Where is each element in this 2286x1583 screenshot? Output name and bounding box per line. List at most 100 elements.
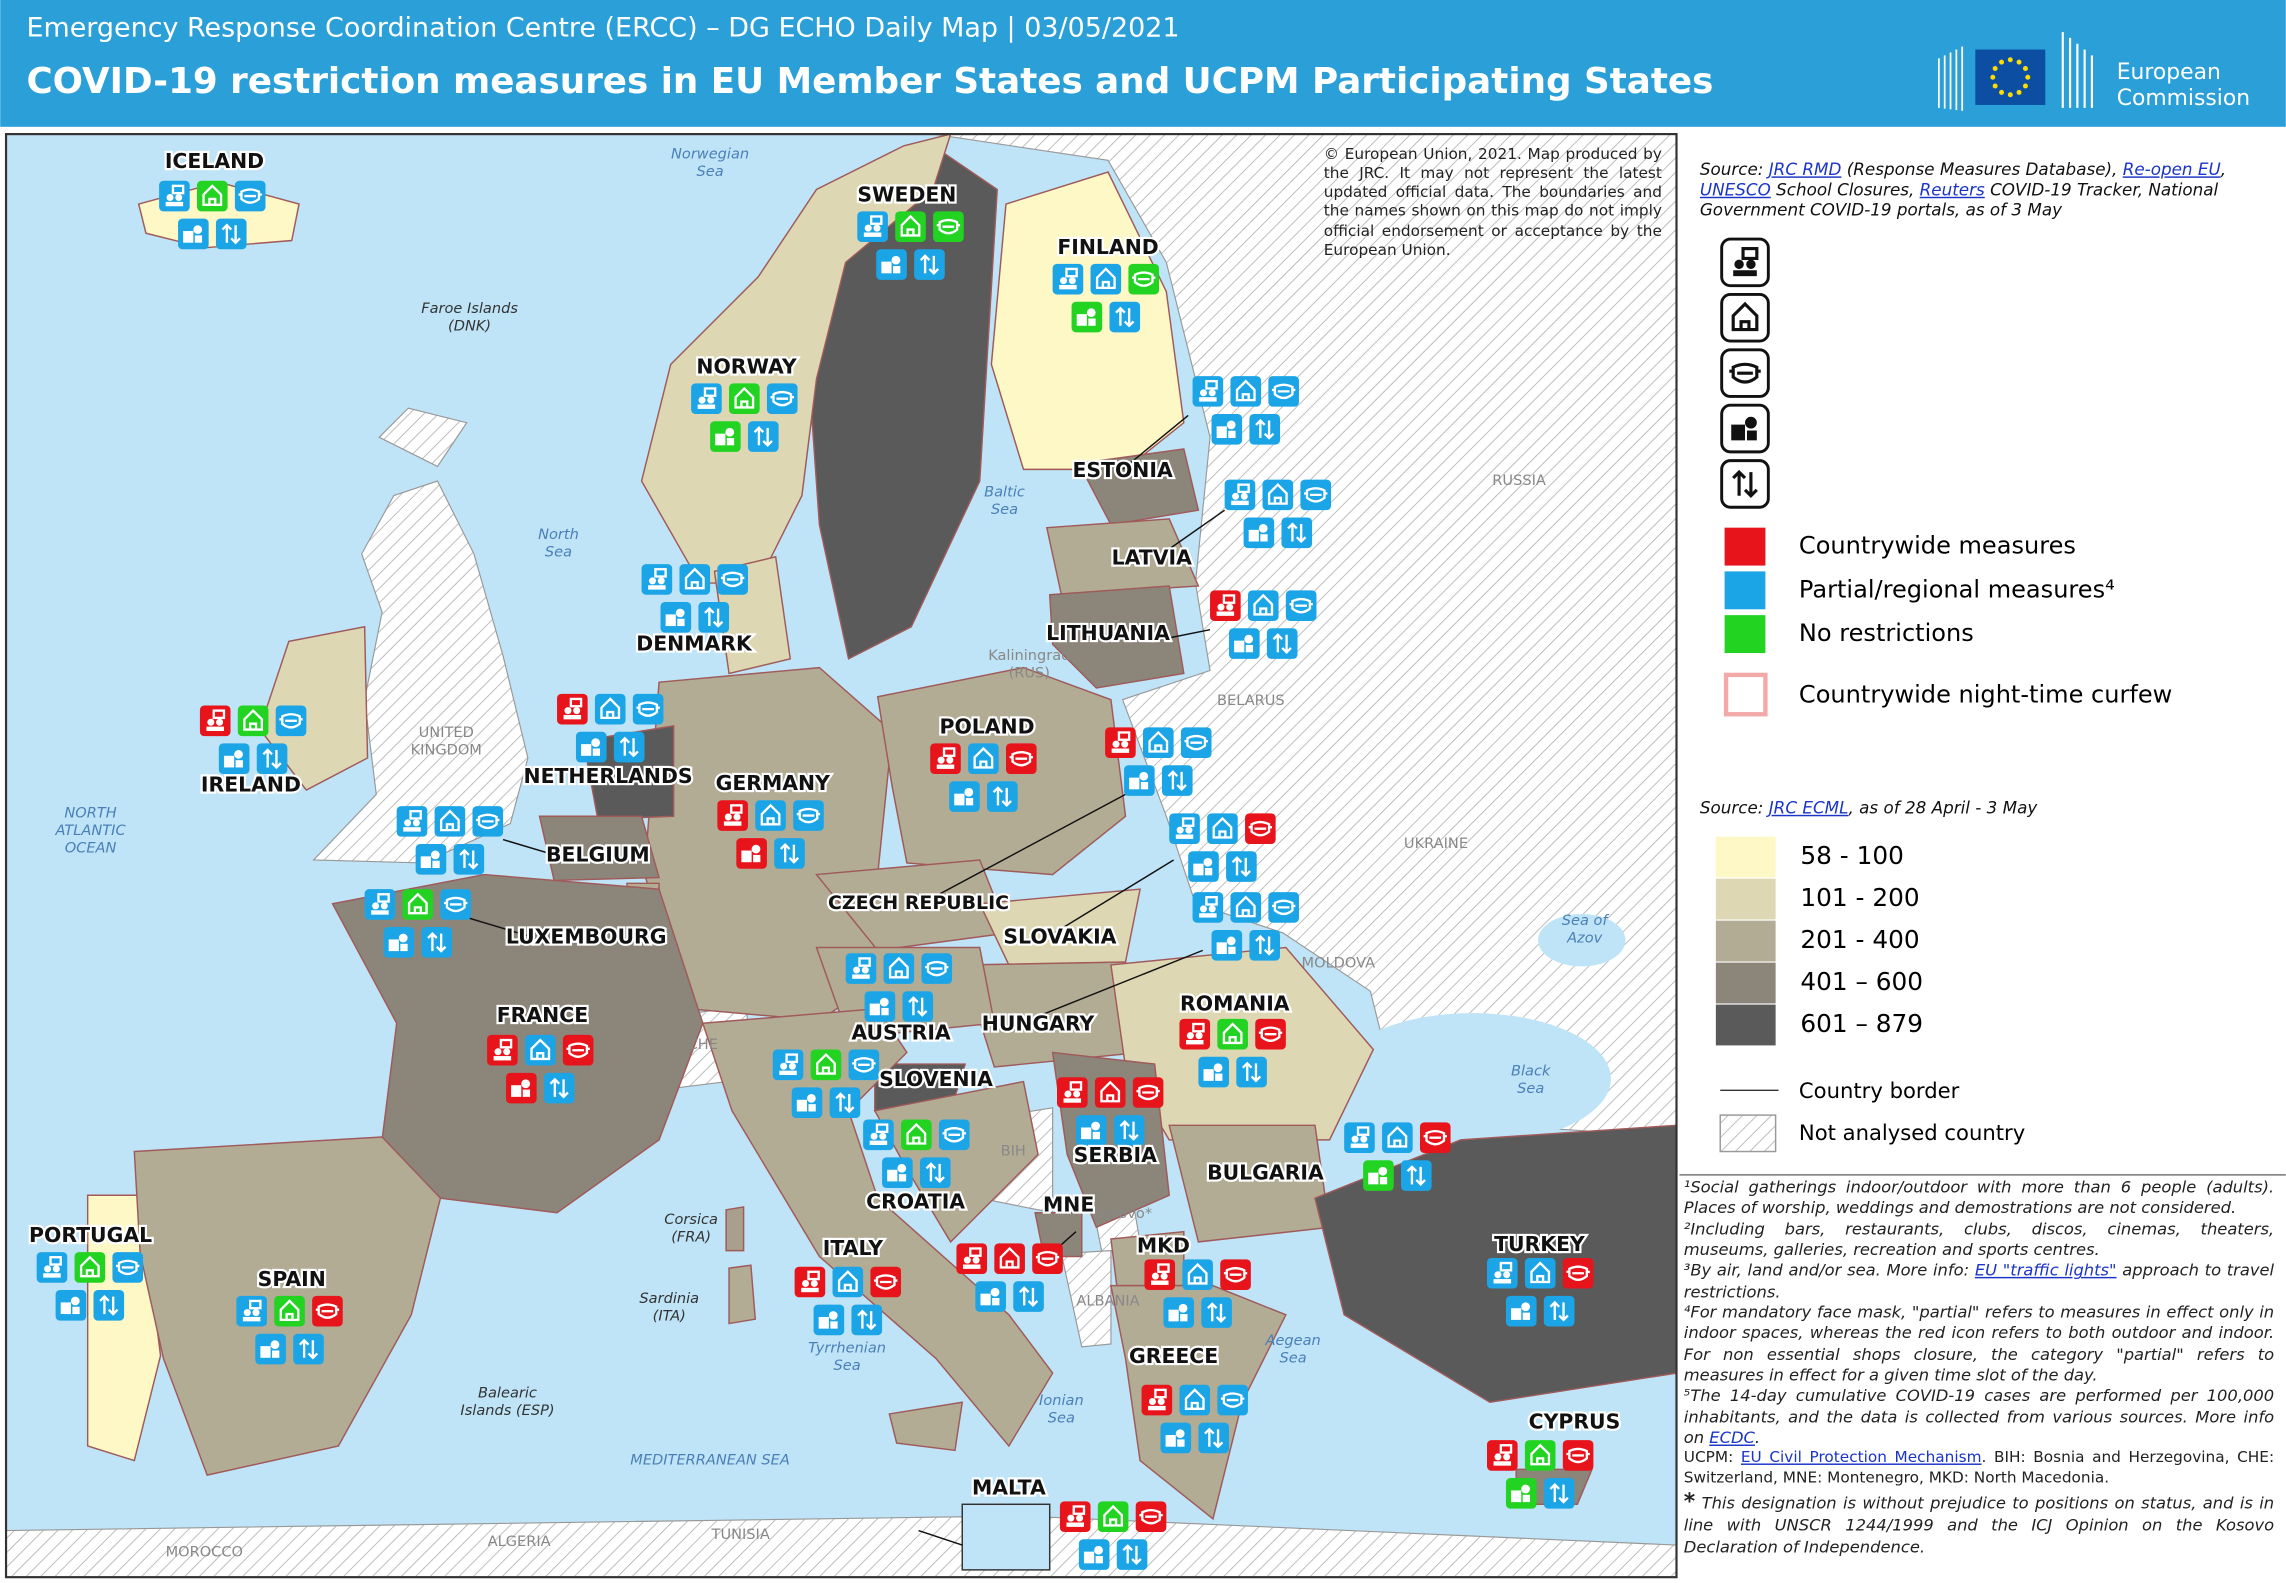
- glyph: [906, 1122, 927, 1145]
- glyph: [183, 231, 194, 243]
- legend-glyph: [1731, 416, 1757, 441]
- footnotes-box: ¹Social gatherings indoor/outdoor with m…: [1684, 1178, 2274, 1558]
- text-part: ³By air, land and/or sea. More info:: [1683, 1261, 1975, 1281]
- icon-frame: [1720, 237, 1770, 288]
- measure-icon: [1210, 590, 1241, 621]
- place-label: Baltic: [984, 484, 1025, 501]
- measure-icon: [1268, 376, 1299, 407]
- measure-icon: [236, 1295, 267, 1327]
- glyph: [60, 1302, 71, 1315]
- text-part: COVID-19 Tracker, National Government CO…: [1699, 178, 2219, 220]
- place-label: OCEAN: [65, 839, 117, 856]
- place-label: Sea: [834, 1357, 861, 1374]
- measure-icon: [810, 1049, 842, 1081]
- glyph: [881, 261, 892, 274]
- glyph: [592, 748, 601, 756]
- glyph: [649, 577, 657, 585]
- glyph: [1226, 603, 1234, 611]
- glyph: [1178, 1303, 1188, 1313]
- glyph: [400, 943, 408, 952]
- glyph: [49, 1256, 62, 1266]
- glyph: [730, 804, 743, 814]
- connector: [1049, 859, 1174, 937]
- measure-icon: [1161, 765, 1193, 796]
- glyph: [194, 235, 203, 243]
- measure-icon: [93, 1290, 125, 1321]
- eu-star: [2025, 74, 2031, 80]
- country-label: BELGIUM: [546, 843, 650, 867]
- glyph: [1223, 1266, 1248, 1283]
- text-part: ¹Social gatherings indoor/outdoor with m…: [1683, 1177, 2275, 1218]
- supertitle: Emergency Response Coordination Centre (…: [26, 13, 1179, 44]
- measure-icon: [794, 1266, 826, 1298]
- country-label: GREECE: [1129, 1344, 1218, 1368]
- measure-icon: [901, 1119, 932, 1151]
- measure-icon: [851, 1304, 883, 1336]
- glyph: [1081, 1127, 1092, 1140]
- sardinia: [728, 1264, 757, 1325]
- glyph: [1067, 1514, 1075, 1522]
- glyph: [1493, 1461, 1512, 1466]
- glyph: [1195, 1032, 1203, 1040]
- glyph: [1216, 426, 1227, 439]
- measure-icon: [255, 1333, 286, 1365]
- glyph: [1272, 899, 1296, 916]
- class-swatch: [1715, 1004, 1776, 1046]
- curfew-swatch: [1723, 672, 1768, 717]
- legend-source-box: Source: JRC RMD (Response Measures Datab…: [1700, 160, 2280, 220]
- glyph: [636, 701, 660, 717]
- place-label: Sea: [545, 543, 572, 560]
- measure-icon: [434, 806, 466, 837]
- link: Reuters: [1919, 178, 1985, 200]
- measure-icon: [1344, 1122, 1375, 1153]
- glyph: [1139, 771, 1149, 781]
- glyph: [1244, 634, 1254, 644]
- glyph: [980, 1293, 991, 1306]
- country-label: MKD: [1137, 1233, 1190, 1257]
- footnote: ²Including bars, restaurants, clubs, dis…: [1684, 1220, 2274, 1262]
- glyph: [1356, 1126, 1370, 1136]
- measure-icon: [1078, 1539, 1110, 1570]
- scope-label: Countrywide measures: [1799, 532, 2076, 560]
- icon-bg: [1226, 851, 1257, 882]
- link: ECDC: [1709, 1428, 1755, 1448]
- country-label: NETHERLANDS: [524, 764, 693, 788]
- glyph: [1115, 306, 1135, 328]
- glyph: [1181, 817, 1195, 827]
- text-part: UCPM:: [1683, 1449, 1741, 1467]
- glyph: [875, 1123, 889, 1134]
- glyph: [380, 902, 388, 910]
- measure-icon: [1179, 1384, 1211, 1416]
- measure-icon: [772, 1049, 804, 1081]
- class-label: 401 – 600: [1800, 967, 1923, 996]
- glyph: [925, 960, 949, 977]
- glyph: [1068, 277, 1076, 285]
- text-part: ⁴For mandatory face mask, "partial" refe…: [1683, 1303, 2275, 1385]
- glyph: [549, 1077, 569, 1099]
- glyph: [398, 933, 408, 943]
- map-frame: [4, 133, 1678, 1579]
- glyph: [703, 387, 717, 397]
- place-label: Balearic: [478, 1385, 537, 1402]
- glyph: [965, 798, 974, 806]
- glyph: [1253, 593, 1274, 616]
- measure-icon: [396, 806, 428, 837]
- glyph: [511, 1085, 522, 1097]
- glyph: [1187, 1262, 1208, 1285]
- legend-glyph: [1732, 469, 1758, 498]
- glyph: [715, 433, 726, 446]
- glyph: [1151, 1280, 1169, 1285]
- not-analysed-area: [933, 134, 1677, 1138]
- glyph: [1204, 1427, 1224, 1449]
- glyph: [1222, 594, 1236, 604]
- measure-icon: [524, 1034, 556, 1066]
- country-label: FRANCE: [497, 1003, 588, 1027]
- icon-bg: [421, 927, 453, 958]
- glyph: [1387, 1125, 1408, 1148]
- glyph: [1205, 896, 1218, 906]
- glyph: [870, 1132, 878, 1140]
- glyph: [1167, 770, 1187, 791]
- icon-bg: [93, 1290, 125, 1321]
- glyph: [171, 184, 185, 195]
